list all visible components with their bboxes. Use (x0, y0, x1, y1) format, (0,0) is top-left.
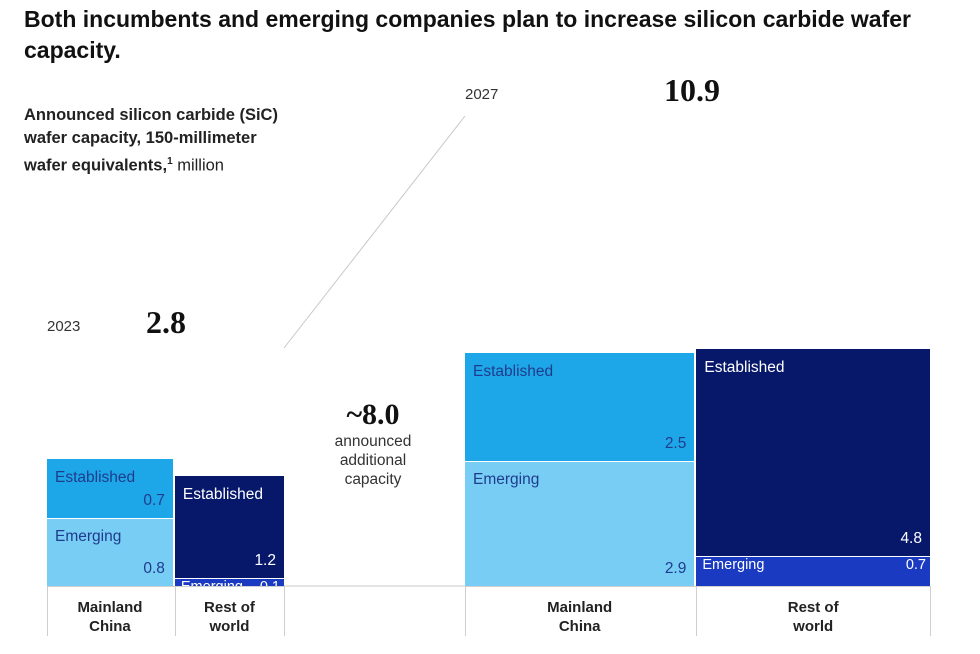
additional-capacity-value: ~8.0 (346, 398, 400, 431)
bar-2027-row-emerging (696, 555, 930, 586)
bar-2027-mainland-emerging (465, 460, 695, 586)
category-divider (284, 586, 285, 636)
segment-value-2027-mainland-emerging: 2.9 (664, 560, 687, 577)
segment-value-2023-mainland-emerging: 0.8 (143, 560, 165, 577)
chart-subtitle: Announced silicon carbide (SiC) wafer ca… (24, 104, 284, 178)
panel-year-2027: 2027 (465, 86, 499, 103)
category-divider (465, 586, 466, 636)
segment-label-2027-row-emerging: Emerging (702, 556, 765, 573)
segment-label-2023-row-established: Established (182, 485, 264, 503)
bar-2027-mainland-established (465, 353, 695, 461)
bar-2023-mainland-established (47, 458, 173, 518)
annotation-line-3: capacity (344, 471, 402, 488)
segment-value-2027-row-emerging: 0.7 (905, 556, 926, 573)
category-label-line-1: Mainland (77, 599, 143, 616)
segment-label-2027-mainland-established: Established (473, 363, 554, 381)
category-label-2027-mainland-china: Mainland China (465, 598, 694, 636)
category-label-line-2: China (558, 618, 601, 635)
category-label-2023-mainland-china: Mainland China (47, 598, 173, 636)
additional-capacity-annotation: ~8.0 announced additional capacity (300, 398, 446, 489)
panel-year-2023: 2023 (47, 318, 81, 335)
segment-label-2027-row-established: Established (704, 358, 785, 376)
segment-value-2027-row-established: 4.8 (900, 529, 922, 547)
chart-title: Both incumbents and emerging companies p… (24, 6, 911, 63)
category-divider (696, 586, 698, 636)
subtitle-unit: million (177, 156, 224, 175)
segment-label-2027-mainland-emerging: Emerging (473, 470, 540, 488)
category-label-line-1: Rest of (787, 599, 839, 616)
segment-label-2023-mainland-emerging: Emerging (55, 528, 122, 545)
category-label-2023-rest-of-world: Rest of world (175, 598, 284, 636)
segment-value-2027-mainland-established: 2.5 (664, 434, 687, 452)
annotation-line-1: announced (334, 433, 412, 450)
category-label-line-2: world (209, 618, 250, 635)
segment-label-2023-mainland-established: Established (55, 468, 136, 486)
category-label-line-2: China (89, 618, 131, 635)
segment-value-2023-mainland-established: 0.7 (143, 492, 165, 509)
bar-2023-row-established (174, 475, 284, 578)
connector-top (283, 115, 466, 349)
category-label-line-1: Mainland (547, 599, 613, 616)
category-divider (930, 586, 931, 636)
category-label-2027-rest-of-world: Rest of world (696, 598, 930, 636)
baseline-2023 (47, 586, 284, 587)
panel-total-2027: 10.9 (664, 72, 720, 108)
footnote-mark: 1 (167, 156, 173, 167)
subtitle-measure: Announced silicon carbide (SiC) wafer ca… (24, 106, 278, 175)
panel-total-2023: 2.8 (146, 304, 186, 340)
segment-value-2023-row-established: 1.2 (254, 551, 276, 569)
bar-2023-mainland-emerging (47, 518, 173, 586)
category-label-line-1: Rest of (204, 599, 255, 616)
category-label-line-2: world (793, 618, 834, 635)
category-divider (174, 586, 176, 636)
bar-2027-row-established (696, 348, 930, 556)
category-divider (47, 586, 48, 636)
annotation-line-2: additional (339, 452, 407, 469)
bar-2023-row-emerging (174, 577, 284, 586)
baseline-2027 (465, 586, 930, 587)
